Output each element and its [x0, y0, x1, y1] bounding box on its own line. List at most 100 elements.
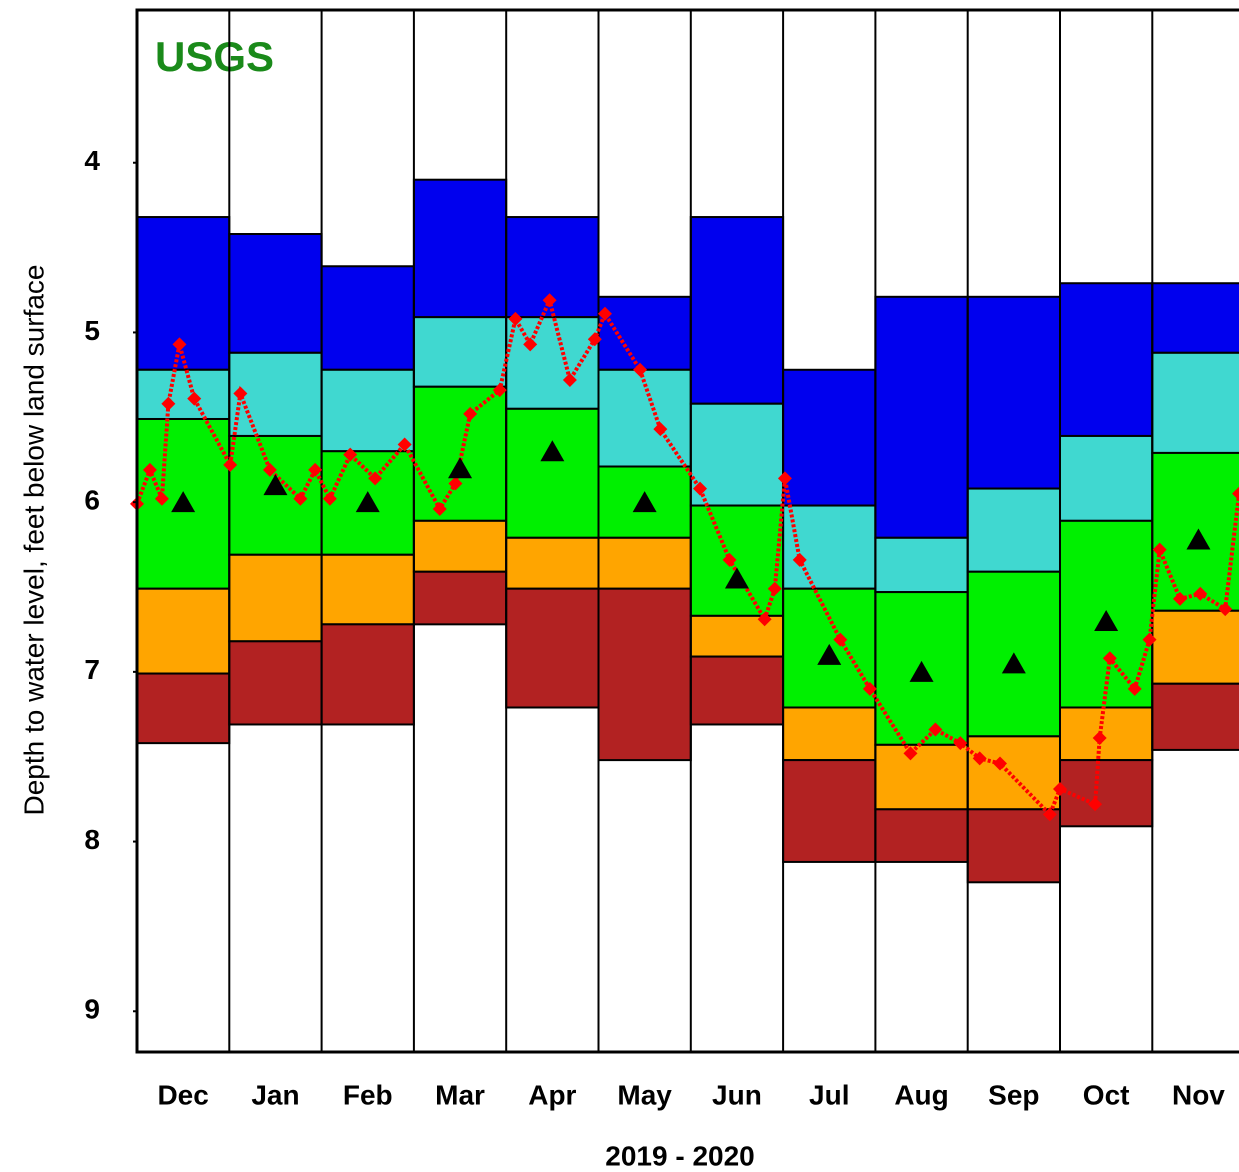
percentile-band: [689, 655, 785, 726]
y-axis-label: Depth to water level, feet below land su…: [18, 265, 49, 816]
water-level-point: [953, 736, 968, 751]
median-marker: [724, 567, 749, 589]
y-tick-label: 7: [84, 654, 100, 685]
water-level-point: [397, 437, 412, 452]
x-tick-label: Apr: [528, 1079, 576, 1110]
water-level-point: [1042, 807, 1057, 822]
percentile-band: [1059, 282, 1154, 437]
y-tick-label: 4: [84, 145, 100, 176]
x-tick-label: Jul: [809, 1079, 849, 1110]
percentile-band: [136, 672, 231, 745]
water-level-point: [1152, 542, 1167, 557]
y-tick-label: 5: [84, 315, 100, 346]
percentile-band: [966, 487, 1062, 573]
water-level-point: [1088, 797, 1103, 812]
water-level-point: [343, 447, 358, 462]
water-level-point: [448, 476, 463, 491]
x-tick-label: Nov: [1172, 1079, 1225, 1110]
water-level-point: [322, 491, 337, 506]
percentile-band: [320, 553, 415, 626]
water-level-point: [653, 422, 668, 437]
water-level-point: [722, 552, 737, 567]
x-axis-label: 2019 - 2020: [605, 1140, 754, 1171]
water-level-point: [777, 471, 792, 486]
x-tick-label: Mar: [435, 1079, 485, 1110]
x-tick-label: Aug: [894, 1079, 948, 1110]
percentile-band: [1151, 451, 1239, 612]
percentile-band: [874, 295, 969, 539]
water-level-point: [597, 306, 612, 321]
water-level-point: [587, 332, 602, 347]
median-marker: [1186, 528, 1211, 550]
water-level-point: [1218, 602, 1233, 617]
median-marker: [817, 643, 842, 665]
percentile-band: [505, 587, 600, 709]
water-level-point: [792, 552, 807, 567]
percentile-band: [412, 316, 508, 388]
percentile-band: [874, 808, 969, 863]
median-marker: [263, 474, 288, 496]
water-level-point: [862, 681, 877, 696]
water-level-point: [633, 362, 648, 377]
median-marker: [355, 491, 380, 513]
percentile-band: [597, 536, 692, 590]
percentile-band: [597, 587, 692, 762]
water-level-point: [1102, 651, 1117, 666]
water-level-point: [1127, 681, 1142, 696]
percentile-band: [966, 295, 1062, 490]
percentile-band: [228, 553, 323, 643]
percentile-band: [136, 368, 231, 420]
water-level-point: [293, 491, 308, 506]
water-level-point: [154, 491, 169, 506]
median-marker: [1094, 609, 1119, 631]
y-tick-label: 8: [84, 824, 100, 855]
water-level-point: [1142, 632, 1157, 647]
percentile-band: [966, 735, 1062, 811]
percentile-band: [689, 504, 785, 617]
x-tick-label: Jun: [712, 1079, 762, 1110]
percentile-band: [1059, 706, 1154, 762]
x-tick-label: May: [617, 1079, 672, 1110]
percentile-band: [412, 570, 508, 626]
water-level-point: [142, 462, 157, 477]
water-level-point: [223, 457, 238, 472]
water-level-point: [993, 756, 1008, 771]
water-level-point: [523, 337, 538, 352]
percentile-band: [505, 316, 600, 410]
percentile-band: [320, 265, 415, 371]
x-tick-label: Feb: [343, 1079, 393, 1110]
plot-frame: [135, 8, 1239, 1054]
median-marker: [448, 457, 473, 479]
percentile-band: [228, 640, 323, 726]
percentile-band: [1151, 351, 1239, 454]
water-level-point: [767, 581, 782, 596]
water-level-point: [308, 462, 323, 477]
x-tick-label: Oct: [1083, 1079, 1130, 1110]
water-level-point: [1193, 586, 1208, 601]
x-tick-label: Jan: [251, 1079, 299, 1110]
percentile-band: [689, 216, 785, 405]
median-marker: [632, 491, 657, 513]
water-level-point: [833, 632, 848, 647]
median-marker: [909, 660, 934, 682]
y-tick-label: 9: [84, 994, 100, 1025]
percentile-band: [320, 623, 415, 726]
water-level-point: [161, 396, 176, 411]
percentile-band: [228, 434, 323, 556]
percentile-band: [1151, 609, 1239, 685]
percentile-band: [1151, 682, 1239, 751]
water-level-point: [757, 612, 772, 627]
water-level-point: [1172, 591, 1187, 606]
water-level-point: [693, 481, 708, 496]
water-level-point: [928, 722, 943, 737]
median-marker: [540, 440, 565, 462]
percentile-band: [320, 368, 415, 453]
water-level-point: [432, 501, 447, 516]
percentile-band: [966, 808, 1062, 884]
percentile-band: [782, 706, 877, 762]
median-marker: [171, 491, 196, 513]
percentile-band: [1151, 282, 1239, 354]
water-level-point: [972, 751, 987, 766]
percentile-band: [782, 759, 877, 863]
